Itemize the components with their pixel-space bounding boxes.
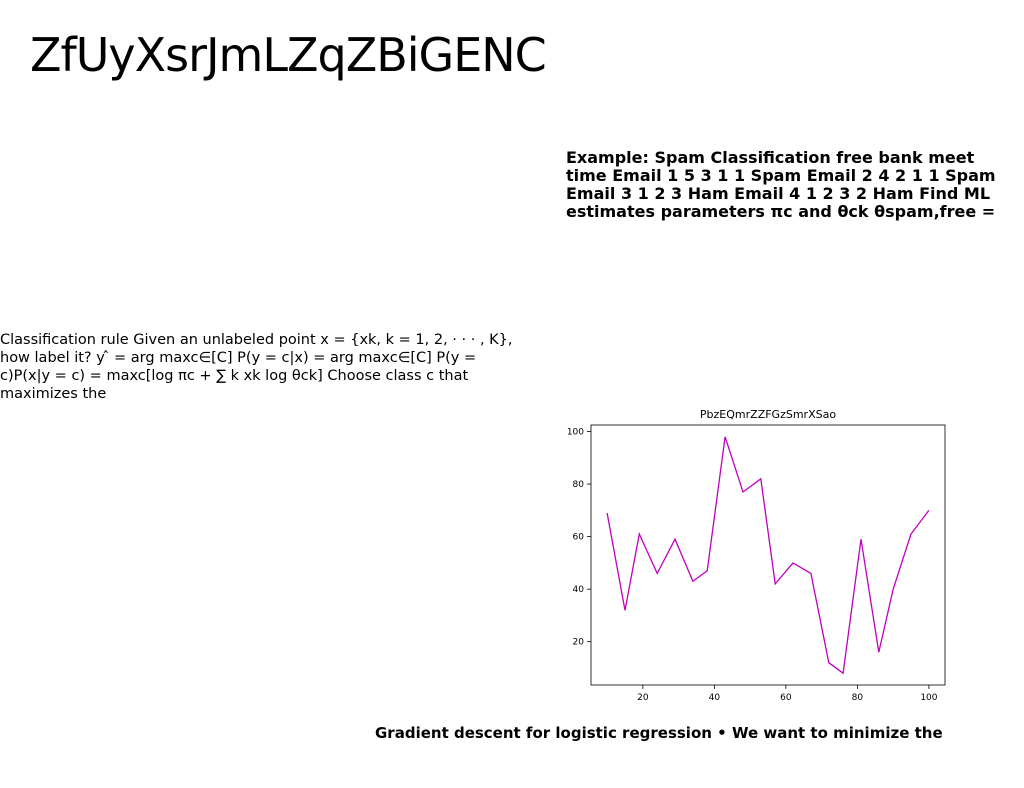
y-tick-label: 40 [573, 585, 585, 595]
y-tick-label: 60 [573, 533, 585, 543]
plot-frame [590, 424, 946, 686]
gradient-descent-text: Gradient descent for logistic regression… [375, 724, 943, 742]
series-line [606, 436, 930, 675]
x-tick-label: 20 [637, 693, 649, 703]
chart-title: PbzEQmrZZFGzSmrXSao [700, 408, 836, 421]
example-text: Example: Spam Classification free bank m… [566, 148, 996, 221]
line-chart: PbzEQmrZZFGzSmrXSao 20 40 60 80 100 20 40 60 80 1… [567, 408, 946, 703]
x-tick-label: 100 [920, 693, 937, 703]
x-tick-label: 60 [780, 693, 792, 703]
x-tick-label: 80 [852, 693, 864, 703]
x-tick-label: 40 [709, 693, 721, 703]
slide-title: ZfUyXsrJmLZqZBiGENC [30, 28, 547, 82]
y-tick-label: 100 [567, 428, 584, 438]
classification-rule-text: Classification rule Given an unlabeled p… [0, 332, 513, 402]
y-tick-label: 20 [573, 638, 585, 648]
y-tick-label: 80 [573, 480, 585, 490]
